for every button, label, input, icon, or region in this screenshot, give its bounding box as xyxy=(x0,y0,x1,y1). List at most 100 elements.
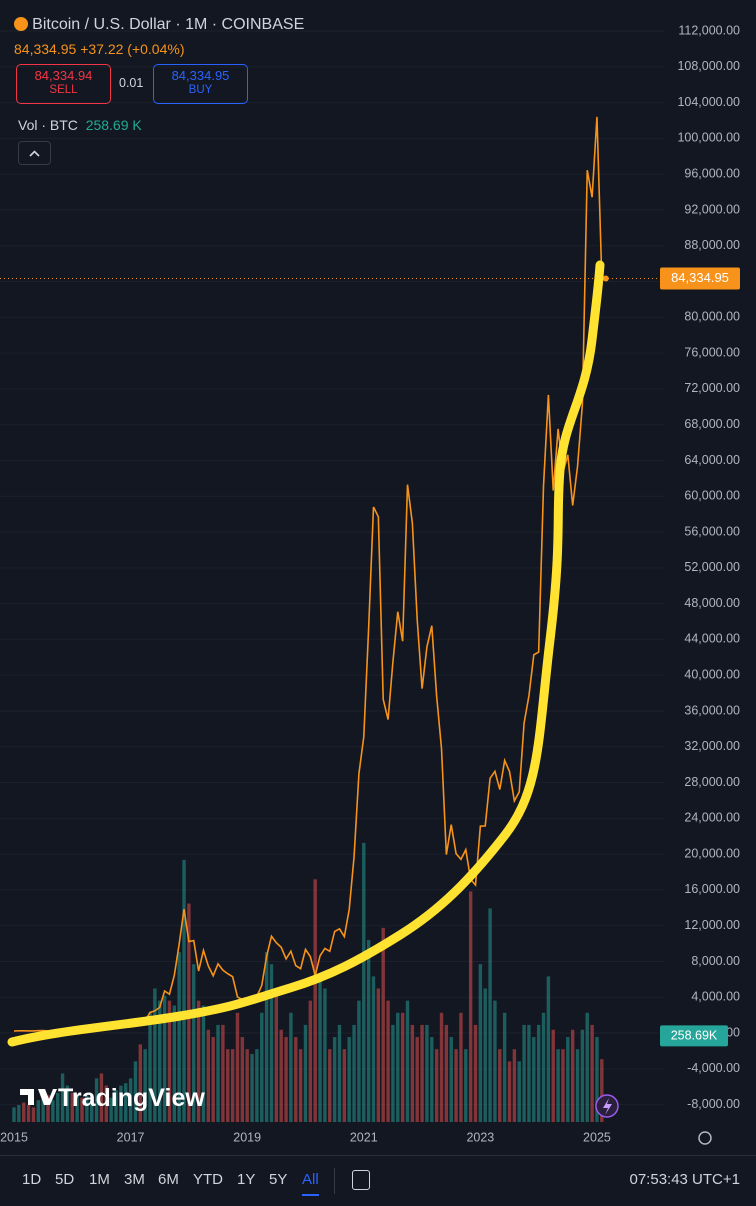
volume-bar xyxy=(420,1024,424,1122)
volume-tag xyxy=(660,1025,728,1047)
volume-bar xyxy=(192,964,196,1122)
volume-bar xyxy=(36,1100,40,1122)
volume-bar xyxy=(41,1097,45,1122)
chart: 112,000.00 108,000.00 104,000.00 100,000.00… xyxy=(0,23,740,1145)
collapse-button[interactable] xyxy=(18,141,51,165)
range-button[interactable]: 5D xyxy=(55,1171,75,1188)
range-button[interactable]: 3M xyxy=(124,1171,145,1188)
volume-bar xyxy=(342,1049,347,1122)
volume-bar xyxy=(366,939,371,1122)
volume-bar xyxy=(153,988,157,1122)
price-tag-label: 84,334.95 xyxy=(671,270,729,285)
volume-bar xyxy=(172,1005,177,1122)
volume-bar xyxy=(245,1049,249,1122)
price-pane xyxy=(13,116,609,1032)
volume-bar xyxy=(70,1092,74,1122)
price-row: 84,334.95 +37.22 (+0.04%) xyxy=(14,41,184,57)
volume-bar xyxy=(498,1049,502,1122)
logo: TradingView xyxy=(18,1084,205,1113)
volume-bar xyxy=(56,1092,60,1122)
coin-icon xyxy=(14,17,28,31)
y-tick-label: 40,000.00 xyxy=(684,667,740,681)
range-button[interactable]: 1M xyxy=(89,1171,110,1188)
range-button[interactable]: 1D xyxy=(22,1171,42,1188)
volume-bar xyxy=(303,1024,308,1122)
clock[interactable]: 07:53:43 UTC+1 xyxy=(629,1171,741,1188)
volume-bar xyxy=(308,1000,313,1122)
volume-bar xyxy=(328,1049,332,1122)
range-button[interactable]: 1Y xyxy=(237,1171,256,1188)
volume-bar xyxy=(46,1095,50,1122)
volume-bar xyxy=(415,1037,419,1122)
y-tick-label: 16,000.00 xyxy=(684,882,740,896)
y-tick-label: 48,000.00 xyxy=(684,596,740,610)
settings-icon[interactable] xyxy=(698,1131,712,1145)
y-tick-label: 68,000.00 xyxy=(684,417,740,431)
last-price-dot xyxy=(602,275,609,282)
buy-button[interactable]: 84,334.95 BUY xyxy=(153,64,248,104)
volume-bar xyxy=(430,1037,434,1122)
logo-mark xyxy=(18,1085,58,1105)
volume-bar xyxy=(381,927,385,1122)
volume-bar xyxy=(240,1037,245,1122)
y-tick-label: 76,000.00 xyxy=(684,345,740,359)
volume-bar xyxy=(425,1024,429,1122)
volume-bar xyxy=(264,952,269,1122)
volume-bar xyxy=(226,1049,230,1122)
volume-bar xyxy=(90,1100,94,1122)
volume-bar xyxy=(298,1049,303,1122)
volume-bar xyxy=(464,1049,468,1122)
y-tick-label: 112,000.00 xyxy=(678,23,740,37)
volume-bar xyxy=(279,1029,283,1122)
range-button[interactable]: YTD xyxy=(193,1171,223,1188)
volume-bar xyxy=(51,1100,55,1122)
volume-bar xyxy=(255,1049,259,1122)
buy-price: 84,334.95 xyxy=(171,68,230,83)
x-tick-label: 2025 xyxy=(583,1130,611,1144)
y-tick-label: 104,000.00 xyxy=(677,95,740,109)
volume-bar xyxy=(396,1012,400,1122)
volume-bar xyxy=(119,1085,123,1122)
y-tick-label: 20,000.00 xyxy=(684,846,740,860)
price-line xyxy=(13,116,603,1032)
chevron xyxy=(29,150,40,157)
volume-bar xyxy=(12,1107,16,1122)
volume-bar xyxy=(478,964,483,1122)
volume-bar xyxy=(182,859,186,1122)
volume-bar xyxy=(556,1049,560,1122)
volume-bar xyxy=(434,1049,439,1122)
volume-bar xyxy=(323,988,327,1122)
volume-bar xyxy=(196,1000,201,1122)
price-tag xyxy=(660,267,740,290)
volume-bar xyxy=(230,1049,235,1122)
volume-bar xyxy=(216,1024,220,1122)
y-tick-label: 8,000.00 xyxy=(691,954,740,968)
volume-bar xyxy=(493,1000,497,1122)
grid xyxy=(0,30,665,1106)
volume-bar xyxy=(522,1024,526,1122)
volume-bar xyxy=(405,1000,410,1122)
y-tick-label: 24,000.00 xyxy=(684,811,740,825)
range-button[interactable]: 6M xyxy=(158,1171,179,1188)
volume-bar xyxy=(206,1029,211,1122)
x-tick-label: 2023 xyxy=(466,1130,494,1144)
sell-button[interactable]: 84,334.94 SELL xyxy=(16,64,111,104)
volume-bar xyxy=(570,1029,575,1122)
volume-bar xyxy=(332,1037,337,1122)
range-button[interactable]: 5Y xyxy=(269,1171,288,1188)
volume-bar xyxy=(31,1107,36,1122)
volume-bar xyxy=(600,1059,604,1122)
volume-bar xyxy=(512,1049,517,1122)
toolbar: 1D 5D 1M 3M 6M YTD 1Y 5Y All 07:53:43 UTC+1 xyxy=(0,1155,756,1206)
volume-bar xyxy=(507,1061,512,1122)
volume-bar xyxy=(124,1083,128,1122)
volume-bar xyxy=(177,952,181,1122)
drawn-trend-curve xyxy=(7,260,605,1047)
buy-label: BUY xyxy=(188,84,213,96)
volume-bar xyxy=(274,988,279,1122)
volume-bar xyxy=(502,1012,507,1122)
volume-value: 258.69 K xyxy=(85,117,142,133)
compare-icon[interactable] xyxy=(352,1170,370,1190)
range-button[interactable]: All xyxy=(302,1171,319,1196)
